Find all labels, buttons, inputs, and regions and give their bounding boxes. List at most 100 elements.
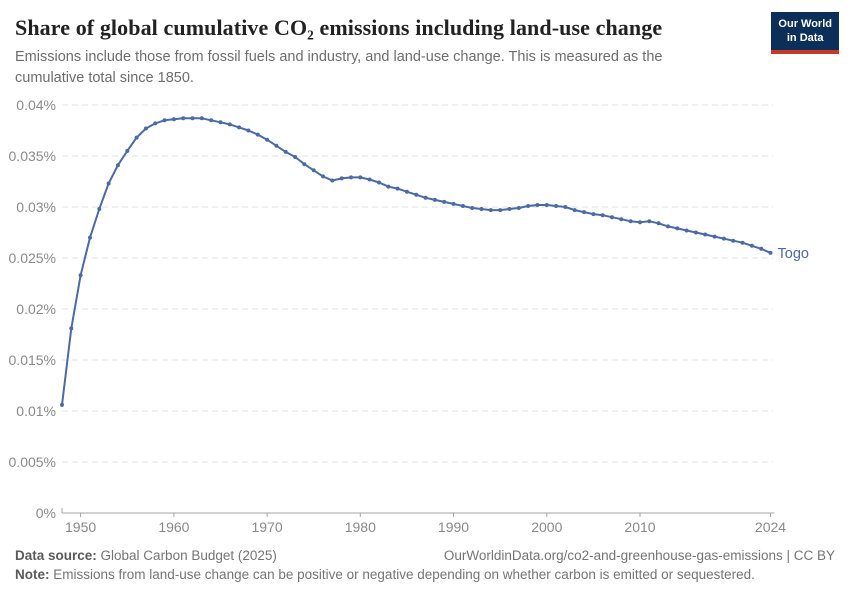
data-point[interactable] <box>265 137 270 142</box>
data-point[interactable] <box>274 143 279 148</box>
data-point[interactable] <box>442 199 447 204</box>
data-point[interactable] <box>666 224 670 229</box>
data-point[interactable] <box>628 219 633 224</box>
data-point[interactable] <box>600 213 605 218</box>
data-point[interactable] <box>69 326 74 331</box>
data-point[interactable] <box>115 163 120 168</box>
data-point[interactable] <box>712 234 717 239</box>
data-point[interactable] <box>507 207 512 211</box>
data-point[interactable] <box>656 221 661 226</box>
line-chart[interactable]: 0% 0.005% 0.01% 0.015% 0.02% 0.025% 0.03% 0.035… <box>0 90 850 545</box>
data-point[interactable] <box>246 128 251 133</box>
data-point[interactable] <box>610 215 614 220</box>
data-point[interactable] <box>367 177 372 182</box>
data-point[interactable] <box>432 197 437 202</box>
data-point[interactable] <box>684 228 689 233</box>
data-point[interactable] <box>479 207 484 211</box>
data-point[interactable] <box>703 232 708 237</box>
data-point[interactable] <box>451 201 456 206</box>
y-tick-label: 0.04% <box>16 97 56 113</box>
data-point[interactable] <box>283 149 288 154</box>
citation-link[interactable]: OurWorldinData.org/co2-and-greenhouse-ga… <box>443 548 835 563</box>
data-point[interactable] <box>321 174 325 179</box>
data-point[interactable] <box>619 217 624 222</box>
data-point[interactable] <box>377 180 381 185</box>
data-point[interactable] <box>395 186 400 191</box>
logo-line1: Our World <box>778 18 832 30</box>
data-point[interactable] <box>330 178 335 183</box>
data-point[interactable] <box>647 219 652 224</box>
y-tick-label: 0.015% <box>9 352 56 368</box>
data-point[interactable] <box>60 402 64 407</box>
data-point[interactable] <box>749 243 754 248</box>
data-point[interactable] <box>358 175 363 180</box>
data-point[interactable] <box>572 208 577 213</box>
chart-area: 0% 0.005% 0.01% 0.015% 0.02% 0.025% 0.03% 0.035… <box>0 90 850 545</box>
data-point[interactable] <box>768 250 773 255</box>
data-point[interactable] <box>423 195 428 200</box>
data-point[interactable] <box>591 212 596 217</box>
y-tick-label: 0.035% <box>9 148 56 164</box>
x-tick-label: 1990 <box>438 519 469 535</box>
x-tick-label: 1980 <box>345 519 376 535</box>
data-point[interactable] <box>190 116 195 121</box>
data-point[interactable] <box>675 226 680 231</box>
data-point[interactable] <box>199 116 204 121</box>
x-tick-label: 2024 <box>755 519 786 535</box>
data-point[interactable] <box>237 125 242 130</box>
data-point[interactable] <box>293 155 298 159</box>
entity-label[interactable]: Togo <box>778 246 809 262</box>
data-point[interactable] <box>153 121 158 126</box>
data-point[interactable] <box>97 207 102 211</box>
data-point[interactable] <box>582 210 587 215</box>
data-point[interactable] <box>218 120 223 125</box>
data-point[interactable] <box>460 204 465 208</box>
x-tick-label: 2010 <box>624 519 655 535</box>
chart-subtitle: Emissions include those from fossil fuel… <box>15 49 663 86</box>
footer: Data source: Global Carbon Budget (2025)… <box>15 548 835 563</box>
data-point[interactable] <box>255 132 260 137</box>
owid-logo[interactable]: Our World in Data <box>771 12 839 54</box>
y-tick-label: 0.01% <box>16 403 56 419</box>
data-point[interactable] <box>143 126 148 131</box>
data-point[interactable] <box>162 118 167 123</box>
data-point[interactable] <box>759 246 764 251</box>
data-point[interactable] <box>134 135 139 140</box>
data-point[interactable] <box>516 206 521 210</box>
note: Note: Emissions from land-use change can… <box>15 567 755 582</box>
data-point[interactable] <box>386 184 391 189</box>
data-point[interactable] <box>227 122 232 127</box>
data-point[interactable] <box>125 148 130 153</box>
data-point[interactable] <box>470 206 475 210</box>
data-point[interactable] <box>535 203 540 207</box>
data-point[interactable] <box>693 230 698 235</box>
note-value: Emissions from land-use change can be po… <box>49 567 755 582</box>
data-point[interactable] <box>554 204 559 208</box>
data-point[interactable] <box>106 181 111 186</box>
data-point[interactable] <box>349 175 353 180</box>
data-point[interactable] <box>302 162 307 167</box>
data-point[interactable] <box>488 208 493 213</box>
data-point[interactable] <box>740 240 745 245</box>
data-point[interactable] <box>544 203 549 207</box>
data-point[interactable] <box>721 236 726 241</box>
data-point[interactable] <box>181 116 186 121</box>
data-point[interactable] <box>731 238 736 243</box>
data-point[interactable] <box>78 273 83 278</box>
x-tick-label: 1960 <box>158 519 189 535</box>
data-point[interactable] <box>209 118 214 123</box>
data-point[interactable] <box>339 176 344 181</box>
data-point[interactable] <box>88 235 92 240</box>
data-point[interactable] <box>563 205 568 209</box>
data-point[interactable] <box>404 189 409 194</box>
data-source: Data source: Global Carbon Budget (2025) <box>15 548 277 563</box>
data-point[interactable] <box>638 220 642 225</box>
data-point[interactable] <box>498 208 503 213</box>
data-point[interactable] <box>311 168 316 173</box>
togo-series-line[interactable] <box>61 117 772 406</box>
data-point[interactable] <box>171 117 176 122</box>
x-tick-label: 1950 <box>65 519 96 535</box>
x-tick-label: 1970 <box>252 519 283 535</box>
data-point[interactable] <box>414 192 419 197</box>
data-point[interactable] <box>526 204 531 208</box>
